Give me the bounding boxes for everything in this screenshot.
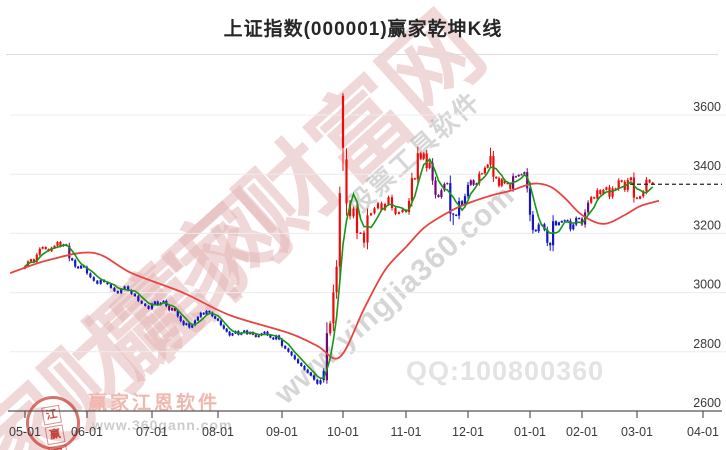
candle-bodies-down <box>71 183 581 384</box>
watermark-qq-number: QQ:100800360 <box>406 356 605 386</box>
ma-slow <box>9 182 660 360</box>
candle-bodies-up <box>23 95 654 334</box>
x-axis: 05-01 06-01 07-01 08-01 09-01 10-01 11-01 12-01… <box>8 410 722 439</box>
y-tick-label: 2600 <box>693 396 721 410</box>
x-tick-label: 04-01 <box>687 425 719 439</box>
candle-bodies-turn <box>62 162 590 381</box>
y-axis-labels: 3600 3400 3200 3000 2800 2600 <box>693 100 721 410</box>
ma-fast-line <box>24 157 654 380</box>
brand-site-url: www.360gann.com <box>92 417 233 433</box>
title-divider <box>6 54 718 55</box>
candle-wicks-turn <box>62 158 589 384</box>
brand-site-name: 赢家江恩软件 <box>88 393 221 414</box>
y-tick-label: 3400 <box>693 159 721 173</box>
page-title: 上证指数(000001)赢家乾坤K线 <box>223 19 503 40</box>
x-tick-label: 12-01 <box>452 425 484 439</box>
y-tick-label: 2800 <box>693 337 721 351</box>
y-tick-label: 3200 <box>693 218 721 232</box>
candlesticks <box>23 93 654 385</box>
ma-slow-line <box>9 182 660 360</box>
x-tick-label: 02-01 <box>566 425 598 439</box>
x-tick-label: 11-01 <box>390 425 421 439</box>
y-tick-label: 3000 <box>693 278 721 292</box>
x-tick-label: 08-01 <box>202 425 234 439</box>
x-tick-label: 10-01 <box>327 425 359 439</box>
x-tick-label: 01-01 <box>514 425 546 439</box>
y-tick-label: 3600 <box>693 100 721 114</box>
x-tick-label: 07-01 <box>136 425 168 439</box>
x-tick-label: 09-01 <box>266 425 298 439</box>
x-tick-label: 06-01 <box>71 425 103 439</box>
x-tick-label: 05-01 <box>9 425 41 439</box>
ma-fast <box>24 157 654 380</box>
x-tick-label: 03-01 <box>621 425 653 439</box>
